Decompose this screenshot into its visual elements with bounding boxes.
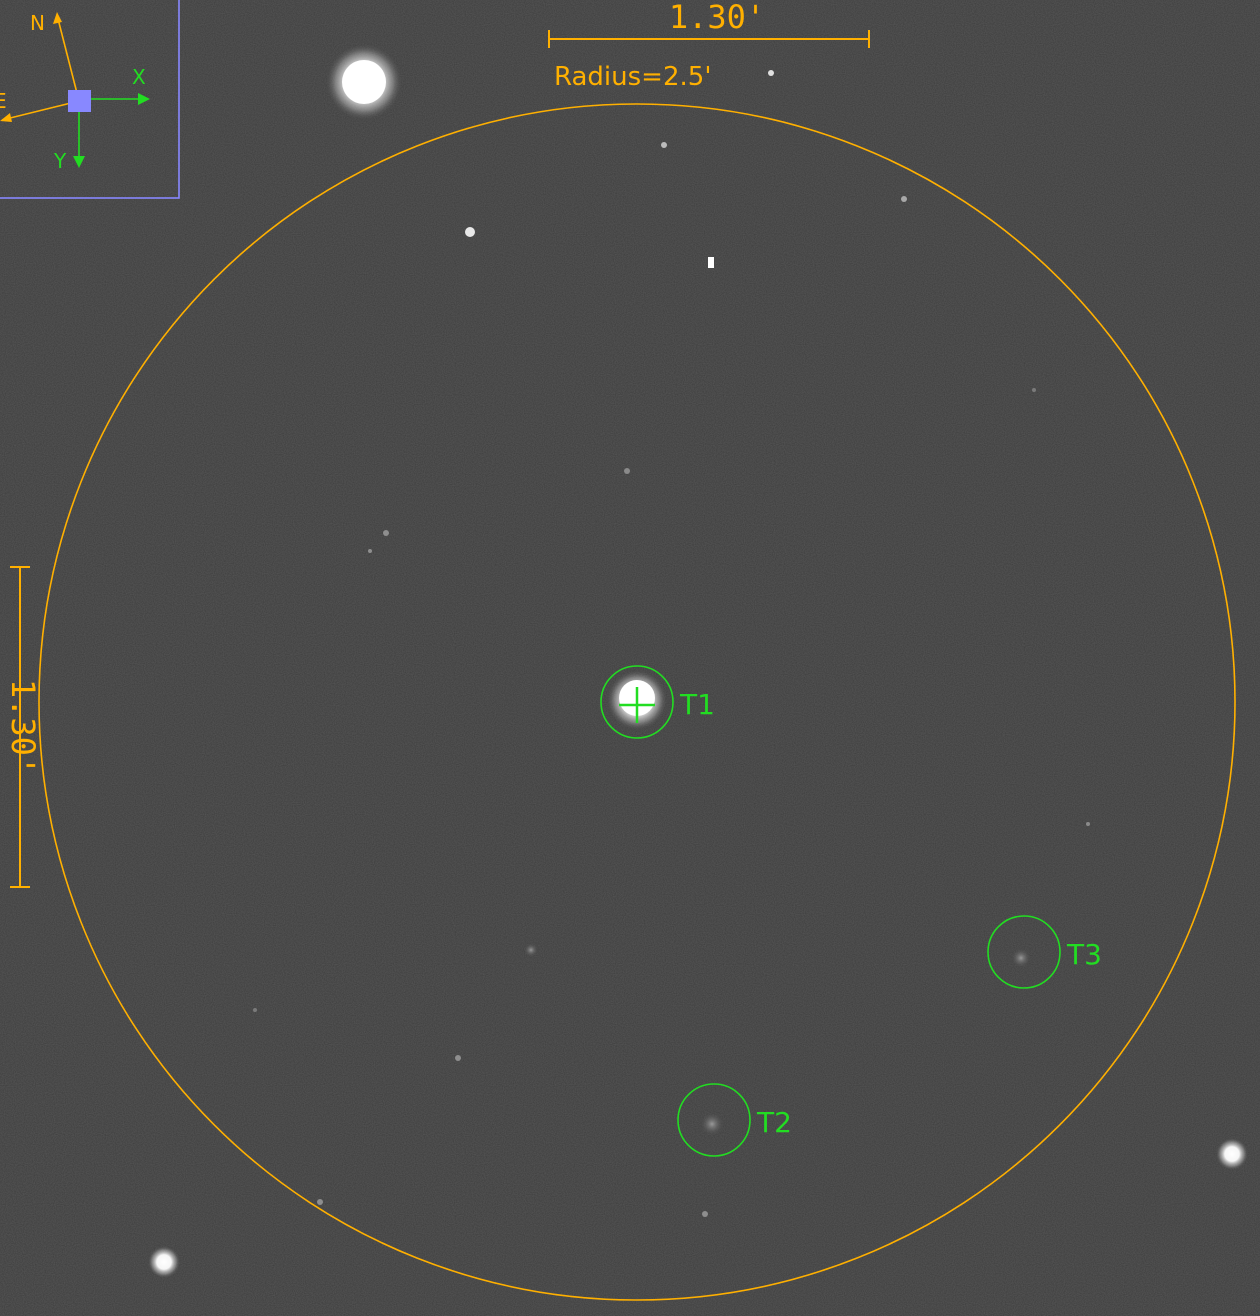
north-label: N <box>30 11 45 35</box>
x-axis-label: X <box>132 65 146 89</box>
target-marker-t3[interactable]: T3 <box>987 915 1102 989</box>
star-small <box>455 1055 461 1061</box>
target-label-t1: T1 <box>679 688 715 721</box>
star-small <box>1086 822 1090 826</box>
orientation-compass: N E X Y <box>0 0 180 199</box>
star-small <box>253 1008 257 1012</box>
star-small <box>1032 388 1036 392</box>
east-arrow <box>1 100 80 121</box>
star-bottom-left <box>148 1246 180 1278</box>
star-small <box>368 549 372 553</box>
vertical-scale-label: 1.30' <box>4 679 42 775</box>
star-small <box>524 943 538 957</box>
stars <box>148 44 1248 1278</box>
radius-label: Radius=2.5' <box>554 62 711 92</box>
target-marker-t2[interactable]: T2 <box>677 1083 792 1157</box>
star-small <box>624 468 630 474</box>
star-right-edge <box>1216 1138 1248 1170</box>
star-small <box>661 142 667 148</box>
star-small <box>383 530 389 536</box>
compass-center <box>68 90 91 112</box>
compass-box <box>0 0 180 199</box>
target-label-t3: T3 <box>1066 938 1102 971</box>
y-axis-label: Y <box>53 149 67 173</box>
vertical-scale-bar: 1.30' <box>4 566 42 888</box>
target-label-t2: T2 <box>756 1106 792 1139</box>
star-small <box>768 70 774 76</box>
star-small <box>465 227 475 237</box>
star-small <box>901 196 907 202</box>
north-arrow <box>56 14 80 102</box>
target-star-t3 <box>1011 948 1031 968</box>
east-label: E <box>0 89 7 113</box>
star-small <box>317 1199 323 1205</box>
search-radius-circle <box>38 103 1236 1301</box>
horizontal-scale-label: 1.30' <box>669 0 765 36</box>
bright-star-core <box>342 60 386 104</box>
horizontal-scale-bar: 1.30' <box>548 0 870 48</box>
target-star-t2 <box>700 1112 724 1136</box>
star-small <box>702 1211 708 1217</box>
target-marker-t1[interactable]: T1 <box>600 665 715 739</box>
star-small <box>708 257 714 268</box>
